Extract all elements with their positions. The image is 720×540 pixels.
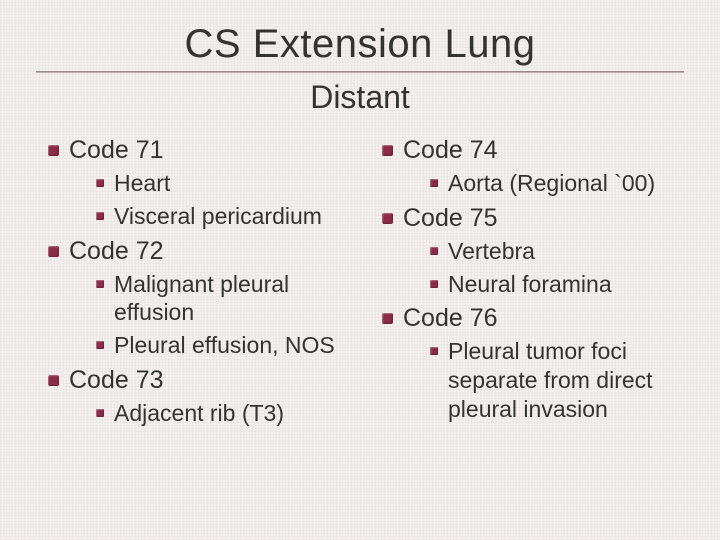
list-item-l1: Code 75 (382, 204, 684, 233)
bullet-icon (96, 212, 104, 220)
list-item-l1: Code 73 (48, 366, 350, 395)
slide-title: CS Extension Lung (36, 22, 684, 67)
bullet-icon (96, 409, 104, 417)
bullet-icon (48, 145, 59, 156)
bullet-icon (382, 313, 393, 324)
list-item-label: Pleural effusion, NOS (114, 331, 350, 360)
bullet-icon (48, 375, 59, 386)
left-column: Code 71 Heart Visceral pericardium Code 72 M… (36, 130, 350, 432)
bullet-icon (96, 179, 104, 187)
bullet-icon (430, 280, 438, 288)
list-item-l2: Heart (96, 169, 350, 198)
list-item-label: Code 73 (69, 366, 350, 395)
title-underline (36, 71, 684, 73)
bullet-icon (430, 247, 438, 255)
list-item-l2: Aorta (Regional `00) (430, 169, 684, 198)
list-item-label: Visceral pericardium (114, 202, 350, 231)
list-item-label: Code 74 (403, 136, 684, 165)
list-item-label: Code 72 (69, 237, 350, 266)
list-item-l2: Malignant pleural effusion (96, 270, 350, 328)
list-item-label: Neural foramina (448, 270, 684, 299)
list-item-label: Heart (114, 169, 350, 198)
list-item-l2: Pleural tumor foci separate from direct … (430, 337, 684, 423)
list-item-l2: Vertebra (430, 237, 684, 266)
list-item-l1: Code 72 (48, 237, 350, 266)
list-item-label: Vertebra (448, 237, 684, 266)
slide-subtitle: Distant (36, 79, 684, 116)
bullet-icon (96, 280, 104, 288)
list-item-l2: Adjacent rib (T3) (96, 399, 350, 428)
list-item-label: Pleural tumor foci separate from direct … (448, 337, 684, 423)
right-column: Code 74 Aorta (Regional `00) Code 75 Verteb… (370, 130, 684, 432)
bullet-icon (430, 347, 438, 355)
list-item-label: Malignant pleural effusion (114, 270, 350, 328)
bullet-icon (48, 246, 59, 257)
list-item-label: Aorta (Regional `00) (448, 169, 684, 198)
bullet-icon (430, 179, 438, 187)
bullet-icon (96, 341, 104, 349)
content-columns: Code 71 Heart Visceral pericardium Code 72 M… (36, 130, 684, 432)
list-item-l2: Visceral pericardium (96, 202, 350, 231)
list-item-l2: Pleural effusion, NOS (96, 331, 350, 360)
list-item-label: Adjacent rib (T3) (114, 399, 350, 428)
list-item-l1: Code 71 (48, 136, 350, 165)
list-item-l1: Code 76 (382, 304, 684, 333)
list-item-l1: Code 74 (382, 136, 684, 165)
list-item-label: Code 76 (403, 304, 684, 333)
list-item-label: Code 75 (403, 204, 684, 233)
bullet-icon (382, 145, 393, 156)
bullet-icon (382, 213, 393, 224)
list-item-l2: Neural foramina (430, 270, 684, 299)
list-item-label: Code 71 (69, 136, 350, 165)
